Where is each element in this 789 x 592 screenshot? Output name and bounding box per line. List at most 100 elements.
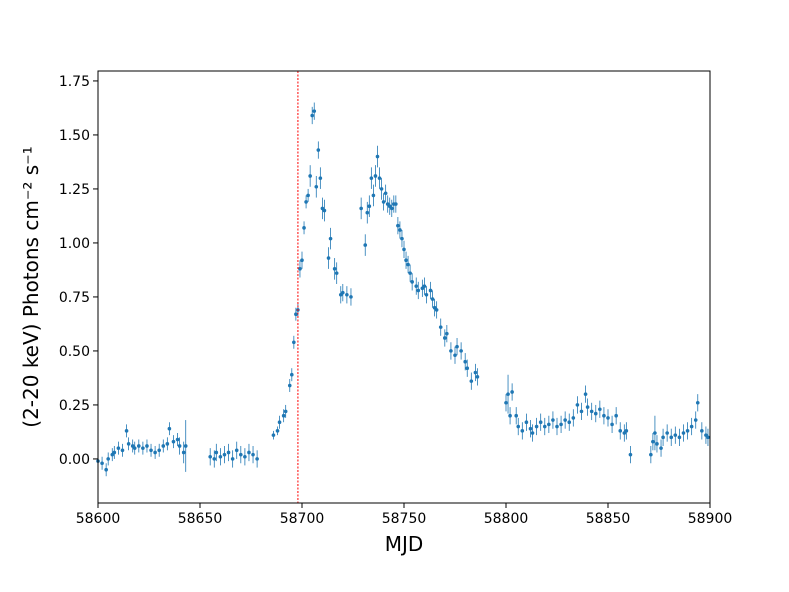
x-tick-label: 58750 bbox=[382, 511, 427, 527]
data-point bbox=[251, 452, 255, 457]
x-tick-label: 58800 bbox=[484, 511, 529, 527]
data-point bbox=[175, 437, 180, 442]
data-point bbox=[681, 431, 686, 435]
y-tick-label: 1.75 bbox=[59, 74, 90, 90]
data-point bbox=[308, 174, 312, 178]
data-point bbox=[614, 413, 618, 418]
data-point bbox=[283, 409, 288, 414]
data-point bbox=[706, 435, 710, 440]
data-point bbox=[359, 206, 363, 211]
data-point bbox=[443, 336, 447, 340]
y-tick-label: 0.50 bbox=[59, 344, 90, 360]
data-point bbox=[428, 288, 433, 293]
data-point bbox=[124, 429, 129, 433]
data-point bbox=[567, 420, 572, 425]
data-point bbox=[583, 392, 588, 396]
data-point bbox=[516, 424, 521, 429]
data-point bbox=[116, 446, 121, 450]
data-point bbox=[181, 450, 186, 455]
data-point bbox=[469, 379, 474, 383]
data-point bbox=[618, 429, 623, 433]
data-point bbox=[381, 200, 386, 204]
data-point bbox=[695, 400, 700, 405]
x-tick-label: 58700 bbox=[280, 511, 325, 527]
data-point bbox=[306, 193, 310, 198]
data-point bbox=[234, 448, 239, 453]
x-axis-label: MJD bbox=[385, 532, 424, 556]
data-point bbox=[610, 422, 614, 427]
data-point bbox=[514, 413, 518, 418]
data-point bbox=[445, 331, 449, 336]
data-point bbox=[373, 174, 378, 178]
data-point bbox=[414, 284, 419, 288]
data-point bbox=[593, 411, 598, 416]
data-point bbox=[314, 184, 319, 189]
data-point bbox=[349, 295, 353, 299]
data-point bbox=[585, 405, 590, 409]
data-point bbox=[534, 424, 539, 429]
data-point bbox=[475, 375, 480, 379]
y-axis-label: (2-20 keV) Photons cm⁻² s⁻¹ bbox=[19, 146, 43, 427]
data-point bbox=[100, 461, 104, 466]
data-point bbox=[538, 420, 543, 425]
plot-frame bbox=[97, 70, 711, 504]
data-point bbox=[243, 454, 247, 459]
data-point bbox=[589, 409, 594, 414]
data-point bbox=[383, 191, 388, 196]
data-point bbox=[473, 370, 478, 375]
y-tick-label: 0.25 bbox=[59, 398, 90, 414]
data-point bbox=[120, 448, 125, 453]
data-point bbox=[659, 446, 663, 450]
data-point bbox=[563, 418, 567, 422]
data-point bbox=[363, 243, 368, 247]
data-point bbox=[316, 148, 321, 152]
data-point bbox=[126, 442, 131, 446]
data-point bbox=[661, 435, 665, 440]
data-point bbox=[222, 452, 227, 457]
data-point bbox=[624, 429, 629, 433]
data-point bbox=[312, 109, 317, 113]
data-point bbox=[302, 226, 306, 230]
data-point bbox=[510, 390, 514, 394]
x-tick-label: 58600 bbox=[76, 511, 121, 527]
data-point bbox=[520, 429, 525, 433]
data-point bbox=[530, 431, 535, 435]
data-point bbox=[406, 262, 410, 267]
data-point bbox=[602, 413, 606, 418]
data-point bbox=[547, 422, 551, 427]
data-point bbox=[571, 416, 576, 420]
data-point bbox=[377, 176, 382, 180]
data-point bbox=[165, 442, 170, 446]
data-point bbox=[693, 418, 698, 422]
y-tick-label: 0.00 bbox=[59, 452, 90, 468]
data-point bbox=[669, 435, 674, 440]
data-point bbox=[298, 267, 302, 271]
data-point bbox=[145, 444, 149, 448]
data-point bbox=[559, 422, 563, 427]
data-point bbox=[365, 210, 370, 215]
data-point bbox=[153, 450, 157, 455]
data-point bbox=[255, 457, 259, 461]
data-point bbox=[214, 450, 219, 455]
data-point bbox=[226, 450, 231, 455]
data-point bbox=[212, 457, 217, 461]
data-point bbox=[106, 457, 110, 461]
y-tick-label: 1.50 bbox=[59, 128, 90, 144]
data-point bbox=[177, 444, 182, 448]
data-point bbox=[332, 267, 337, 271]
data-point bbox=[598, 407, 602, 412]
data-point bbox=[287, 383, 292, 388]
data-point bbox=[551, 418, 555, 422]
data-point bbox=[294, 312, 298, 317]
data-point bbox=[137, 444, 141, 448]
data-point bbox=[230, 457, 235, 461]
data-point bbox=[367, 204, 372, 209]
data-point bbox=[171, 439, 176, 444]
data-point bbox=[398, 228, 402, 232]
data-point bbox=[396, 223, 400, 228]
y-tick-label: 1.25 bbox=[59, 182, 90, 198]
data-point bbox=[304, 200, 308, 204]
x-tick-label: 58900 bbox=[688, 511, 733, 527]
data-point bbox=[292, 340, 296, 345]
